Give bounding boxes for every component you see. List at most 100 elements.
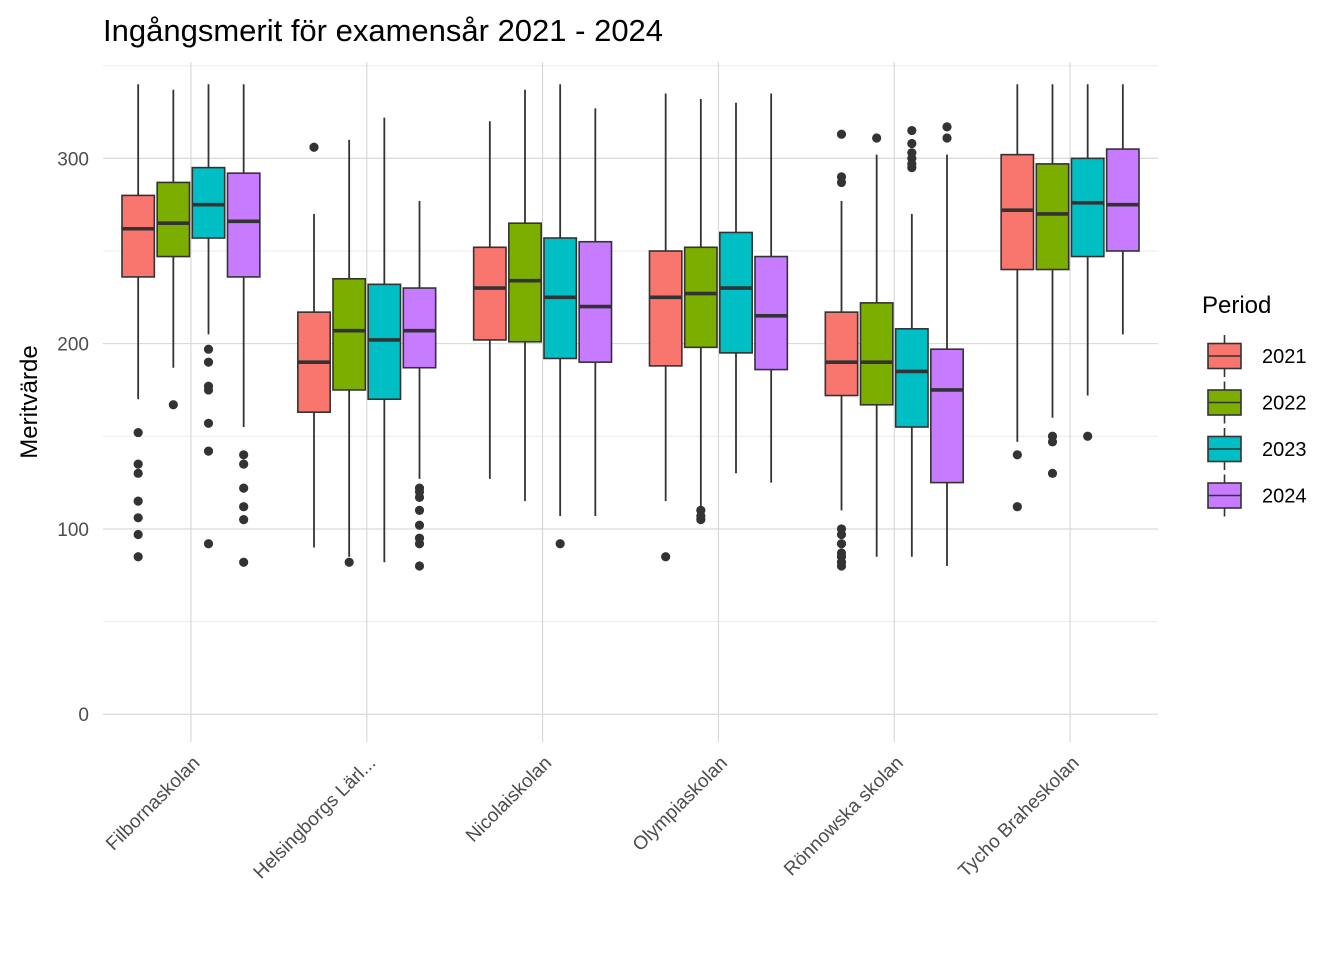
outlier-point — [1012, 502, 1022, 512]
box-2023-2 — [367, 117, 402, 563]
box-2022-3 — [508, 89, 542, 502]
outlier-point — [239, 557, 249, 567]
outlier-point — [133, 513, 143, 523]
x-tick-label: Filbornaskolan — [102, 753, 204, 855]
box-iqr — [367, 283, 402, 401]
box-iqr — [508, 222, 542, 343]
outlier-point — [1047, 468, 1058, 478]
major-gridlines — [103, 62, 1158, 742]
outlier-point — [133, 496, 143, 506]
outlier-point — [907, 125, 917, 136]
outlier-point — [836, 172, 847, 182]
outlier-point — [239, 502, 249, 512]
y-tick-label: 0 — [78, 705, 89, 726]
outlier-point — [203, 539, 214, 549]
outlier-point — [1047, 431, 1058, 441]
box-iqr — [332, 277, 367, 391]
legend-label: 2022 — [1262, 393, 1307, 415]
legend-label: 2024 — [1262, 486, 1307, 508]
outlier-point — [203, 446, 214, 456]
box-iqr — [1035, 163, 1070, 271]
box-iqr — [121, 194, 156, 278]
legend-label: 2023 — [1262, 439, 1307, 461]
x-tick-label: Helsingborgs Lärl... — [250, 753, 381, 884]
outlier-point — [133, 468, 143, 478]
legend-item-2024: 2024 — [1207, 474, 1307, 517]
box-iqr — [894, 328, 929, 428]
box-2022-2 — [332, 139, 367, 567]
outlier-point — [344, 557, 354, 567]
outlier-point — [133, 529, 143, 540]
box-2024-4 — [754, 93, 789, 483]
outlier-point — [168, 400, 178, 410]
box-2021-5 — [824, 129, 859, 571]
legend-item-2022: 2022 — [1207, 381, 1307, 424]
outlier-point — [836, 548, 847, 558]
legend-items: 2021 2022 2023 2024 — [1207, 335, 1307, 517]
y-axis-label: Meritvärde — [16, 345, 43, 458]
box-2024-3 — [578, 108, 613, 516]
outlier-point — [836, 539, 847, 549]
box-iqr — [402, 287, 437, 369]
outlier-point — [414, 483, 425, 493]
box-2023-3 — [543, 84, 578, 549]
y-tick-label: 200 — [57, 335, 89, 356]
box-2021-2 — [297, 142, 331, 548]
box-2024-6 — [1105, 84, 1140, 335]
box-2023-1 — [191, 84, 226, 549]
outlier-point — [239, 459, 249, 469]
box-iqr — [156, 181, 191, 258]
box-2022-1 — [156, 89, 191, 410]
box-2024-5 — [930, 122, 964, 566]
outlier-point — [696, 505, 706, 515]
x-tick-label: Tycho Braheskolan — [955, 753, 1084, 882]
box-2021-1 — [121, 84, 156, 562]
box-iqr — [859, 302, 894, 406]
outlier-point — [1083, 431, 1093, 441]
outlier-point — [414, 520, 425, 530]
box-iqr — [824, 311, 859, 397]
outlier-point — [414, 561, 425, 571]
box-iqr — [754, 255, 789, 371]
outlier-point — [872, 133, 882, 143]
y-tick-label: 100 — [57, 520, 89, 541]
box-2022-5 — [859, 133, 894, 557]
outlier-point — [133, 459, 143, 469]
legend-title: Period — [1202, 292, 1271, 319]
outlier-point — [414, 505, 425, 515]
y-axis-tick-labels: 0 100 200 300 — [57, 149, 89, 726]
x-axis-tick-labels: Filbornaskolan Helsingborgs Lärl... Nicola… — [102, 753, 1083, 884]
outlier-point — [661, 552, 671, 562]
legend-item-2023: 2023 — [1207, 428, 1307, 470]
outlier-point — [836, 524, 847, 534]
x-tick-label: Rönnowska skolan — [780, 753, 908, 881]
outlier-point — [942, 133, 952, 143]
box-iqr — [683, 246, 718, 349]
outlier-point — [203, 418, 214, 428]
outlier-point — [203, 381, 214, 391]
box-iqr — [1105, 148, 1140, 252]
outlier-point — [239, 515, 249, 525]
outlier-point — [133, 427, 143, 438]
outlier-point — [414, 533, 425, 543]
outlier-point — [133, 552, 143, 562]
minor-gridlines — [103, 65, 1158, 623]
box-2024-2 — [402, 200, 437, 571]
y-tick-label: 300 — [57, 149, 89, 170]
box-iqr — [226, 172, 261, 278]
outlier-point — [203, 344, 214, 354]
chart-title: Ingångsmerit för examensår 2021 - 2024 — [103, 13, 663, 48]
box-2021-6 — [1000, 84, 1035, 512]
box-iqr — [1070, 157, 1105, 258]
outlier-point — [907, 148, 917, 158]
outlier-point — [555, 539, 565, 549]
box-2021-4 — [648, 93, 683, 562]
box-iqr — [648, 250, 683, 367]
legend-label: 2021 — [1262, 346, 1307, 368]
box-iqr — [578, 240, 613, 363]
box-2021-3 — [472, 121, 507, 479]
outlier-point — [309, 142, 319, 152]
outlier-point — [239, 483, 249, 493]
box-iqr — [719, 231, 753, 354]
